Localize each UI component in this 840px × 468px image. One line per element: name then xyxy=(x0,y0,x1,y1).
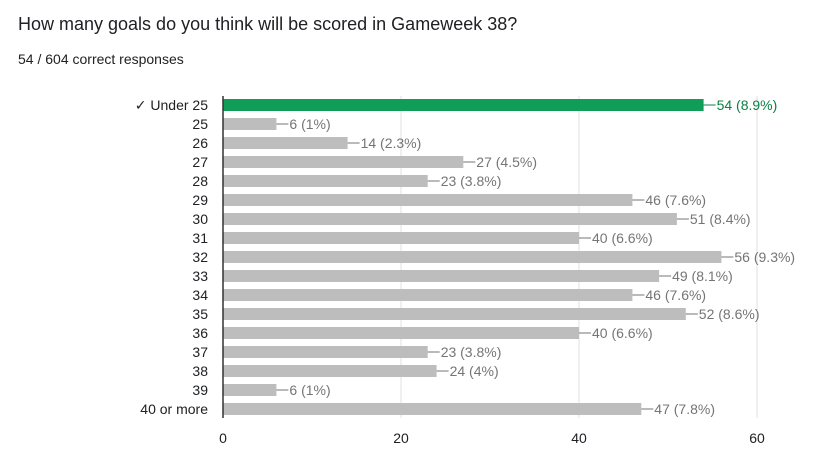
bar xyxy=(223,308,686,320)
x-tick-label: 0 xyxy=(219,430,227,446)
category-label: 29 xyxy=(192,192,208,208)
value-label: 6 (1%) xyxy=(289,116,330,132)
value-label: 46 (7.6%) xyxy=(645,192,706,208)
category-label: 36 xyxy=(192,325,208,341)
bar xyxy=(223,384,277,396)
x-tick-label: 60 xyxy=(749,430,765,446)
value-label: 47 (7.8%) xyxy=(654,401,715,417)
x-tick-label: 40 xyxy=(571,430,587,446)
category-label: 28 xyxy=(192,173,208,189)
value-label: 52 (8.6%) xyxy=(699,306,760,322)
bar xyxy=(223,232,579,244)
bar-correct xyxy=(223,99,704,111)
value-label: 51 (8.4%) xyxy=(690,211,751,227)
category-label: 38 xyxy=(192,363,208,379)
bar xyxy=(223,137,348,149)
value-label: 40 (6.6%) xyxy=(592,325,653,341)
bar xyxy=(223,346,428,358)
category-label: 27 xyxy=(192,154,208,170)
value-label: 54 (8.9%) xyxy=(717,97,778,113)
value-label: 46 (7.6%) xyxy=(645,287,706,303)
category-label: 35 xyxy=(192,306,208,322)
category-label: 33 xyxy=(192,268,208,284)
value-label: 49 (8.1%) xyxy=(672,268,733,284)
category-label: 34 xyxy=(192,287,208,303)
bar xyxy=(223,270,660,282)
category-label: 32 xyxy=(192,249,208,265)
bar xyxy=(223,213,677,225)
bar xyxy=(223,175,428,187)
category-label: 39 xyxy=(192,382,208,398)
value-label: 27 (4.5%) xyxy=(476,154,537,170)
bar xyxy=(223,365,437,377)
correct-responses-summary: 54 / 604 correct responses xyxy=(18,51,184,67)
category-label: 26 xyxy=(192,135,208,151)
value-label: 40 (6.6%) xyxy=(592,230,653,246)
category-label: ✓ Under 25 xyxy=(135,97,208,113)
bar xyxy=(223,118,277,130)
category-label: 37 xyxy=(192,344,208,360)
value-label: 24 (4%) xyxy=(450,363,499,379)
bar xyxy=(223,403,642,415)
value-label: 14 (2.3%) xyxy=(361,135,422,151)
bar xyxy=(223,194,633,206)
value-label: 6 (1%) xyxy=(289,382,330,398)
bar xyxy=(223,156,464,168)
category-label: 31 xyxy=(192,230,208,246)
bar xyxy=(223,327,579,339)
category-label: 30 xyxy=(192,211,208,227)
value-label: 56 (9.3%) xyxy=(734,249,795,265)
bar xyxy=(223,251,722,263)
value-label: 23 (3.8%) xyxy=(441,173,502,189)
question-title: How many goals do you think will be scor… xyxy=(18,14,518,34)
x-tick-label: 20 xyxy=(393,430,409,446)
bar xyxy=(223,289,633,301)
category-label: 40 or more xyxy=(140,401,208,417)
category-label: 25 xyxy=(192,116,208,132)
value-label: 23 (3.8%) xyxy=(441,344,502,360)
